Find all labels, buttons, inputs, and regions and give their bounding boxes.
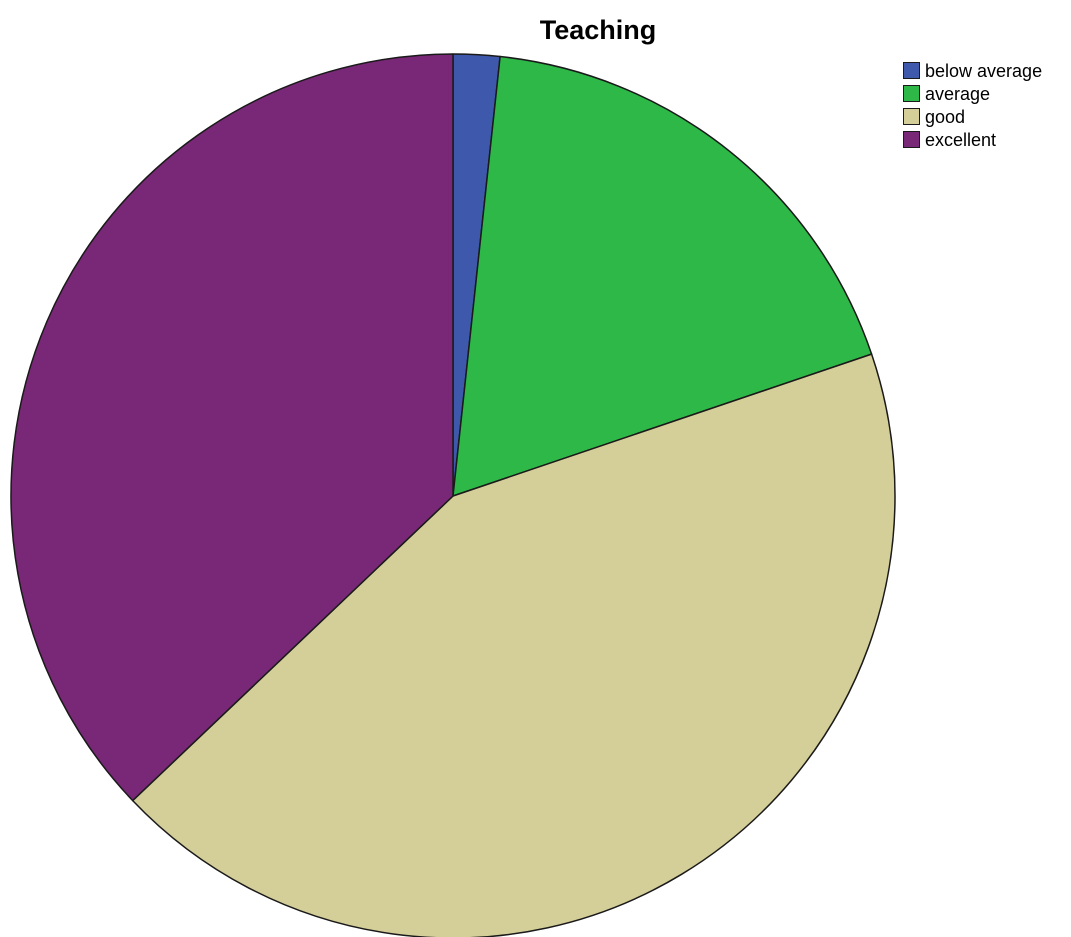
legend-swatch-excellent xyxy=(903,131,920,148)
pie-slice-good xyxy=(131,353,896,937)
legend: below average average good excellent xyxy=(903,59,1042,151)
legend-swatch-below-average xyxy=(903,62,920,79)
legend-item-below-average: below average xyxy=(903,59,1042,82)
chart-title: Teaching xyxy=(539,15,657,45)
legend-label-good: good xyxy=(925,106,966,127)
pie-slice-excellent xyxy=(10,53,454,802)
legend-item-good: good xyxy=(903,105,1042,128)
legend-swatch-average xyxy=(903,85,920,102)
legend-swatch-good xyxy=(903,108,920,125)
pie-slice-average xyxy=(452,55,873,497)
legend-label-below-average: below average xyxy=(925,60,1043,81)
legend-item-excellent: excellent xyxy=(903,128,1042,151)
legend-item-average: average xyxy=(903,82,1042,105)
legend-label-average: average xyxy=(925,83,991,104)
legend-label-excellent: excellent xyxy=(925,129,997,150)
